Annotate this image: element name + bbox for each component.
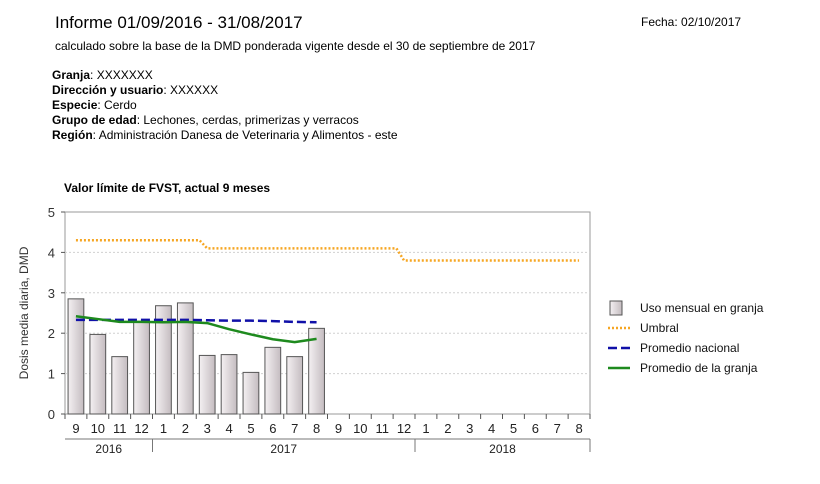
x-tick-label: 3 bbox=[204, 421, 211, 436]
info-region-label: Región bbox=[52, 128, 93, 142]
line-series bbox=[75, 239, 580, 344]
info-farm-value: XXXXXXX bbox=[96, 68, 153, 82]
info-age-group-separator: : bbox=[136, 113, 144, 127]
info-address-label: Dirección y usuario bbox=[52, 83, 164, 97]
legend-label: Promedio de la granja bbox=[640, 361, 758, 375]
x-tick-label: 2 bbox=[444, 421, 451, 436]
x-tick-label: 6 bbox=[532, 421, 539, 436]
bar bbox=[286, 356, 304, 415]
y-tick-label: 3 bbox=[48, 286, 55, 301]
info-species-value: Cerdo bbox=[104, 98, 137, 112]
info-age-group-value: Lechones, cerdas, primerizas y verracos bbox=[143, 113, 359, 127]
year-label: 2016 bbox=[95, 442, 122, 456]
x-tick-label: 12 bbox=[397, 421, 411, 436]
bar bbox=[308, 327, 325, 415]
y-tick-label: 2 bbox=[48, 326, 55, 341]
x-tick-label: 8 bbox=[575, 421, 582, 436]
bar bbox=[220, 354, 238, 415]
info-address-separator: : bbox=[163, 83, 171, 97]
info-region-value: Administración Danesa de Veterinaria y A… bbox=[98, 128, 398, 142]
x-tick-label: 1 bbox=[160, 421, 167, 436]
plot-area bbox=[64, 211, 591, 415]
x-tick-label: 1 bbox=[422, 421, 429, 436]
line-solid bbox=[75, 314, 317, 344]
info-address-value: XXXXXX bbox=[170, 83, 219, 97]
bar bbox=[67, 298, 85, 415]
x-tick-label: 8 bbox=[313, 421, 320, 436]
x-tick-label: 4 bbox=[225, 421, 232, 436]
bar bbox=[176, 302, 194, 415]
x-tick-label: 3 bbox=[466, 421, 473, 436]
legend: Uso mensual en granja Umbral Promedio naci… bbox=[608, 300, 764, 375]
legend-swatch-bar bbox=[609, 300, 623, 316]
legend-label: Umbral bbox=[640, 321, 679, 335]
x-tick-label: 6 bbox=[269, 421, 276, 436]
y-axis-label: Dosis media diaria, DMD bbox=[17, 246, 31, 379]
info-species-separator: : bbox=[97, 98, 105, 112]
x-tick-label: 12 bbox=[134, 421, 148, 436]
report-date: Fecha: 02/10/2017 bbox=[641, 15, 742, 29]
info-region-separator: : bbox=[92, 128, 99, 142]
report-title: Informe 01/09/2016 - 31/08/2017 bbox=[55, 13, 303, 32]
bar bbox=[242, 371, 260, 415]
info-farm-separator: : bbox=[90, 68, 97, 82]
x-tick-label: 11 bbox=[375, 421, 389, 436]
x-tick-label: 4 bbox=[488, 421, 495, 436]
bar bbox=[89, 333, 107, 415]
bar-series bbox=[67, 298, 325, 415]
x-tick-label: 9 bbox=[72, 421, 79, 436]
bar bbox=[133, 321, 150, 415]
info-farm: Granja: XXXXXXX bbox=[52, 68, 153, 83]
info-age-group: Grupo de edad: Lechones, cerdas, primeri… bbox=[52, 113, 359, 128]
x-tick-label: 2 bbox=[182, 421, 189, 436]
x-tick-label: 9 bbox=[335, 421, 342, 436]
x-tick-label: 11 bbox=[113, 421, 127, 436]
info-species: Especie: Cerdo bbox=[52, 98, 137, 113]
info-region: Región: Administración Danesa de Veterin… bbox=[52, 128, 398, 143]
x-tick-label: 7 bbox=[291, 421, 298, 436]
report-subtitle: calculado sobre la base de la DMD ponder… bbox=[55, 39, 536, 53]
chart-title: Valor límite de FVST, actual 9 meses bbox=[64, 181, 271, 195]
y-tick-label: 1 bbox=[48, 367, 55, 382]
bar bbox=[198, 354, 216, 415]
x-tick-label: 7 bbox=[554, 421, 561, 436]
info-address: Dirección y usuario: XXXXXX bbox=[52, 83, 218, 98]
y-tick-label: 5 bbox=[48, 205, 55, 220]
year-label: 2017 bbox=[270, 442, 297, 456]
x-tick-label: 5 bbox=[510, 421, 517, 436]
info-farm-label: Granja bbox=[52, 68, 91, 82]
x-tick-label: 10 bbox=[91, 421, 105, 436]
line-dashed bbox=[75, 318, 317, 324]
info-age-group-label: Grupo de edad bbox=[52, 113, 137, 127]
bar bbox=[155, 305, 172, 415]
legend-label: Uso mensual en granja bbox=[640, 301, 764, 315]
year-label: 2018 bbox=[489, 442, 516, 456]
x-tick-label: 5 bbox=[247, 421, 254, 436]
info-species-label: Especie bbox=[52, 98, 98, 112]
bar bbox=[264, 346, 282, 415]
legend-label: Promedio nacional bbox=[640, 341, 739, 355]
y-tick-label: 0 bbox=[48, 407, 55, 422]
bar bbox=[111, 356, 129, 415]
x-tick-label: 10 bbox=[353, 421, 367, 436]
grid bbox=[64, 211, 591, 415]
y-tick-label: 4 bbox=[48, 245, 55, 260]
